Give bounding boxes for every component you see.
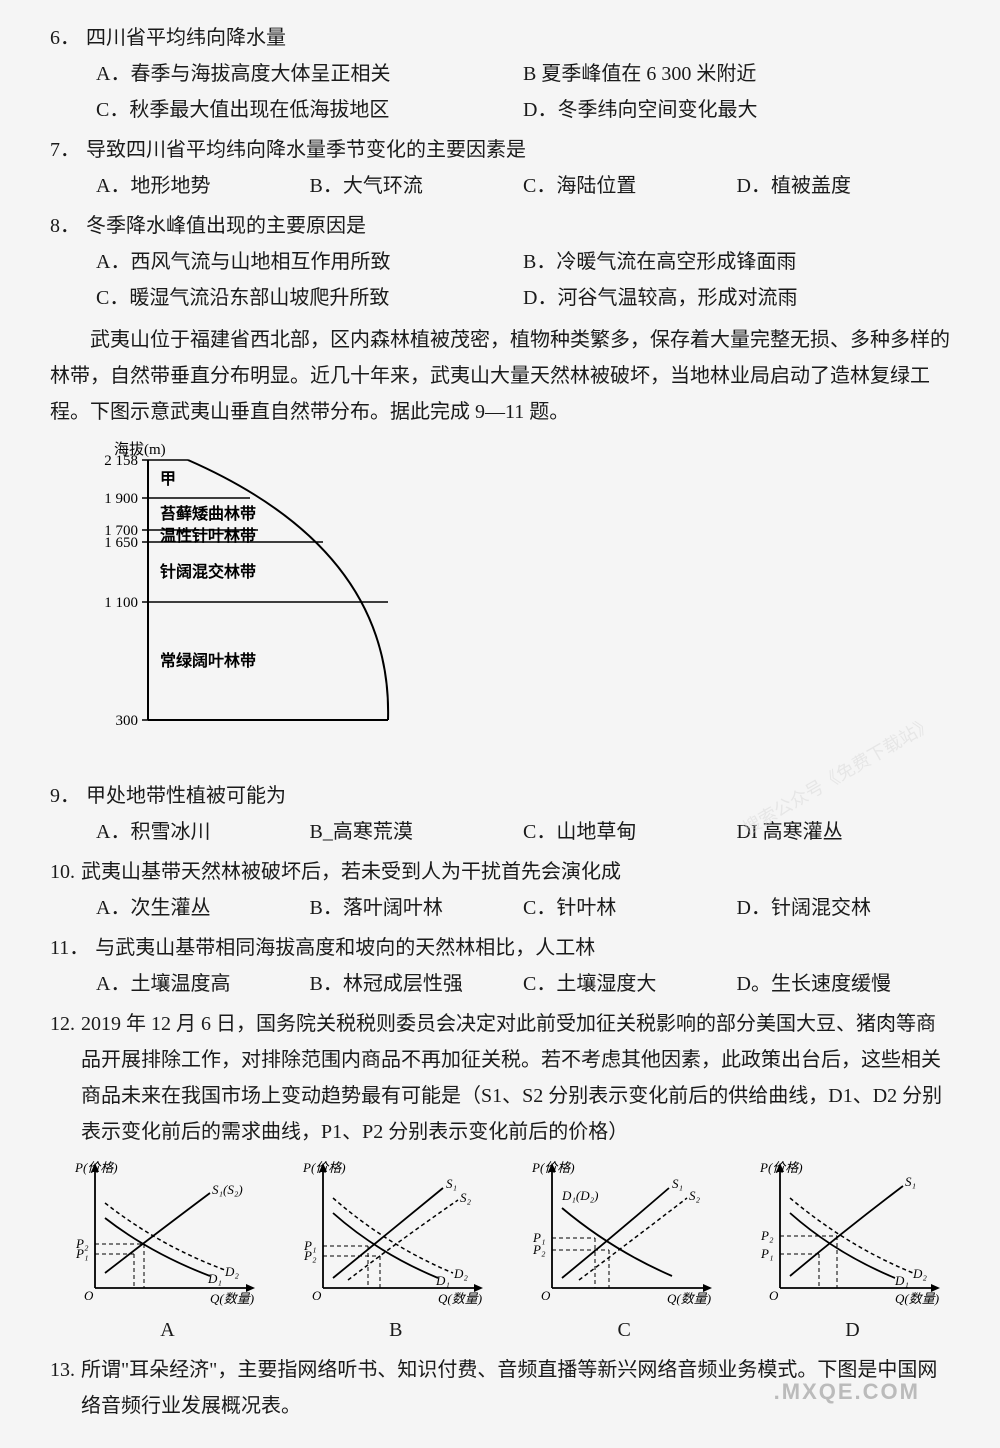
chart-c-label: C	[617, 1312, 630, 1348]
q10-opt-a: A．次生灌丛	[96, 890, 310, 926]
question-6: 6． 四川省平均纬向降水量 A．春季与海拔高度大体呈正相关 B 夏季峰值在 6 …	[50, 20, 950, 128]
svg-text:Q(数量): Q(数量)	[667, 1291, 711, 1306]
q13-number: 13.	[50, 1352, 75, 1424]
svg-text:1 900: 1 900	[104, 491, 138, 507]
svg-text:P(价格): P(价格)	[531, 1160, 575, 1175]
question-7: 7． 导致四川省平均纬向降水量季节变化的主要因素是 A．地形地势 B．大气环流 …	[50, 132, 950, 204]
q8-stem: 冬季降水峰值出现的主要原因是	[86, 208, 366, 244]
question-8: 8． 冬季降水峰值出现的主要原因是 A．西风气流与山地相互作用所致 B．冷暖气流…	[50, 208, 950, 316]
q12-stem: 2019 年 12 月 6 日，国务院关税税则委员会决定对此前受加征关税影响的部…	[81, 1006, 950, 1150]
passage-wuyishan: 武夷山位于福建省西北部，区内森林植被茂密，植物种类繁多，保存着大量完整无损、多种…	[50, 322, 950, 430]
svg-text:P₂: P₂	[303, 1248, 317, 1263]
svg-text:S₁(S₂): S₁(S₂)	[212, 1182, 243, 1197]
q6-opt-d: D．冬季纬向空间变化最大	[523, 92, 950, 128]
svg-text:Q(数量): Q(数量)	[438, 1291, 482, 1306]
svg-text:D₂: D₂	[912, 1266, 927, 1281]
q9-number: 9．	[50, 778, 80, 814]
svg-text:S₁: S₁	[446, 1176, 457, 1191]
q10-stem: 武夷山基带天然林被破坏后，若未受到人为干扰首先会演化成	[81, 854, 621, 890]
q9-opt-c: C．山地草甸	[523, 814, 737, 850]
q8-opt-c: C．暖湿气流沿东部山坡爬升所致	[96, 280, 523, 316]
q11-opt-b: B．林冠成层性强	[310, 966, 524, 1002]
svg-text:P(价格): P(价格)	[74, 1160, 118, 1175]
q10-opt-b: B．落叶阔叶林	[310, 890, 524, 926]
chart-d-label: D	[845, 1312, 859, 1348]
q9-opt-a: A．积雪冰川	[96, 814, 310, 850]
q7-opt-a: A．地形地势	[96, 168, 310, 204]
q11-stem: 与武夷山基带相同海拔高度和坡向的天然林相比，人工林	[95, 930, 595, 966]
q10-opt-d: D．针阔混交林	[737, 890, 951, 926]
q7-stem: 导致四川省平均纬向降水量季节变化的主要因素是	[86, 132, 526, 168]
svg-text:P₁: P₁	[75, 1246, 88, 1261]
q8-number: 8．	[50, 208, 80, 244]
q11-opt-d: D。生长速度缓慢	[737, 966, 951, 1002]
footer-logo: .MXQE.COM	[774, 1372, 920, 1412]
econ-chart-c: P(价格)Q(数量)OS₁S₂D₁(D₂)P₁P₂ C	[527, 1158, 722, 1348]
econ-chart-b: P(价格)Q(数量)OS₁S₂D₁D₂P₁P₂ B	[298, 1158, 493, 1348]
econ-chart-a: P(价格)Q(数量)OS₁(S₂)D₁D₂P₂P₁ A	[70, 1158, 265, 1348]
question-10: 10. 武夷山基带天然林被破坏后，若未受到人为干扰首先会演化成 A．次生灌丛 B…	[50, 854, 950, 926]
svg-text:Q(数量): Q(数量)	[210, 1291, 254, 1306]
svg-text:O: O	[541, 1288, 551, 1303]
svg-text:300: 300	[116, 713, 139, 729]
q9-opt-b: B_高寒荒漠	[310, 814, 524, 850]
q7-opt-c: C．海陆位置	[523, 168, 737, 204]
q6-number: 6．	[50, 20, 80, 56]
svg-text:2 158: 2 158	[104, 453, 138, 469]
svg-text:P₂: P₂	[532, 1242, 546, 1257]
svg-text:P₁: P₁	[760, 1246, 773, 1261]
svg-text:S₂: S₂	[460, 1190, 472, 1205]
question-12: 12. 2019 年 12 月 6 日，国务院关税税则委员会决定对此前受加征关税…	[50, 1006, 950, 1150]
chart-b-label: B	[389, 1312, 402, 1348]
econ-chart-d: P(价格) Q(数量) O S₁ D₁D₂ P₂ P₁ D	[755, 1158, 950, 1348]
q6-opt-c: C．秋季最大值出现在低海拔地区	[96, 92, 523, 128]
q11-opt-c: C．土壤湿度大	[523, 966, 737, 1002]
q6-stem: 四川省平均纬向降水量	[86, 20, 286, 56]
q6-opt-b: B 夏季峰值在 6 300 米附近	[523, 56, 950, 92]
svg-text:1 650: 1 650	[104, 535, 138, 551]
q7-opt-d: D．植被盖度	[737, 168, 951, 204]
svg-text:D₁: D₁	[435, 1273, 450, 1288]
q8-opt-b: B．冷暖气流在高空形成锋面雨	[523, 244, 950, 280]
svg-text:D₂: D₂	[453, 1266, 468, 1281]
q7-number: 7．	[50, 132, 80, 168]
svg-text:O: O	[84, 1288, 94, 1303]
svg-text:1 100: 1 100	[104, 595, 138, 611]
question-11: 11． 与武夷山基带相同海拔高度和坡向的天然林相比，人工林 A．土壤温度高 B．…	[50, 930, 950, 1002]
q8-opt-a: A．西风气流与山地相互作用所致	[96, 244, 523, 280]
svg-text:O: O	[769, 1288, 779, 1303]
q9-stem: 甲处地带性植被可能为	[86, 778, 286, 814]
q10-number: 10.	[50, 854, 75, 890]
q7-opt-b: B．大气环流	[310, 168, 524, 204]
q11-opt-a: A．土壤温度高	[96, 966, 310, 1002]
svg-text:甲: 甲	[160, 470, 176, 488]
q8-opt-d: D．河谷气温较高，形成对流雨	[523, 280, 950, 316]
svg-text:O: O	[312, 1288, 322, 1303]
svg-text:S₂: S₂	[689, 1188, 701, 1203]
q12-number: 12.	[50, 1006, 75, 1150]
chart-a-label: A	[160, 1312, 174, 1348]
q10-opt-c: C．针叶林	[523, 890, 737, 926]
mountain-diagram: 海拔(m)2 1581 9001 7001 6501 100300甲苔藓矮曲林带…	[70, 440, 950, 762]
svg-text:P(价格): P(价格)	[302, 1160, 346, 1175]
svg-text:P₂: P₂	[760, 1228, 774, 1243]
econ-chart-row: P(价格)Q(数量)OS₁(S₂)D₁D₂P₂P₁ A P(价格)Q(数量)OS…	[70, 1158, 950, 1348]
mountain-svg: 海拔(m)2 1581 9001 7001 6501 100300甲苔藓矮曲林带…	[70, 440, 410, 750]
svg-text:常绿阔叶林带: 常绿阔叶林带	[160, 651, 256, 670]
svg-text:Q(数量): Q(数量)	[895, 1291, 939, 1306]
svg-text:针阔混交林带: 针阔混交林带	[160, 562, 256, 581]
svg-text:P(价格): P(价格)	[759, 1160, 803, 1175]
q11-number: 11．	[50, 930, 89, 966]
svg-text:D₁: D₁	[207, 1271, 222, 1286]
svg-text:D₁: D₁	[894, 1273, 909, 1288]
svg-text:苔藓矮曲林带: 苔藓矮曲林带	[160, 504, 256, 523]
q6-opt-a: A．春季与海拔高度大体呈正相关	[96, 56, 523, 92]
svg-text:D₁(D₂): D₁(D₂)	[561, 1188, 598, 1203]
svg-text:S₁: S₁	[672, 1176, 683, 1191]
svg-text:S₁: S₁	[905, 1174, 916, 1189]
svg-text:D₂: D₂	[224, 1264, 239, 1279]
